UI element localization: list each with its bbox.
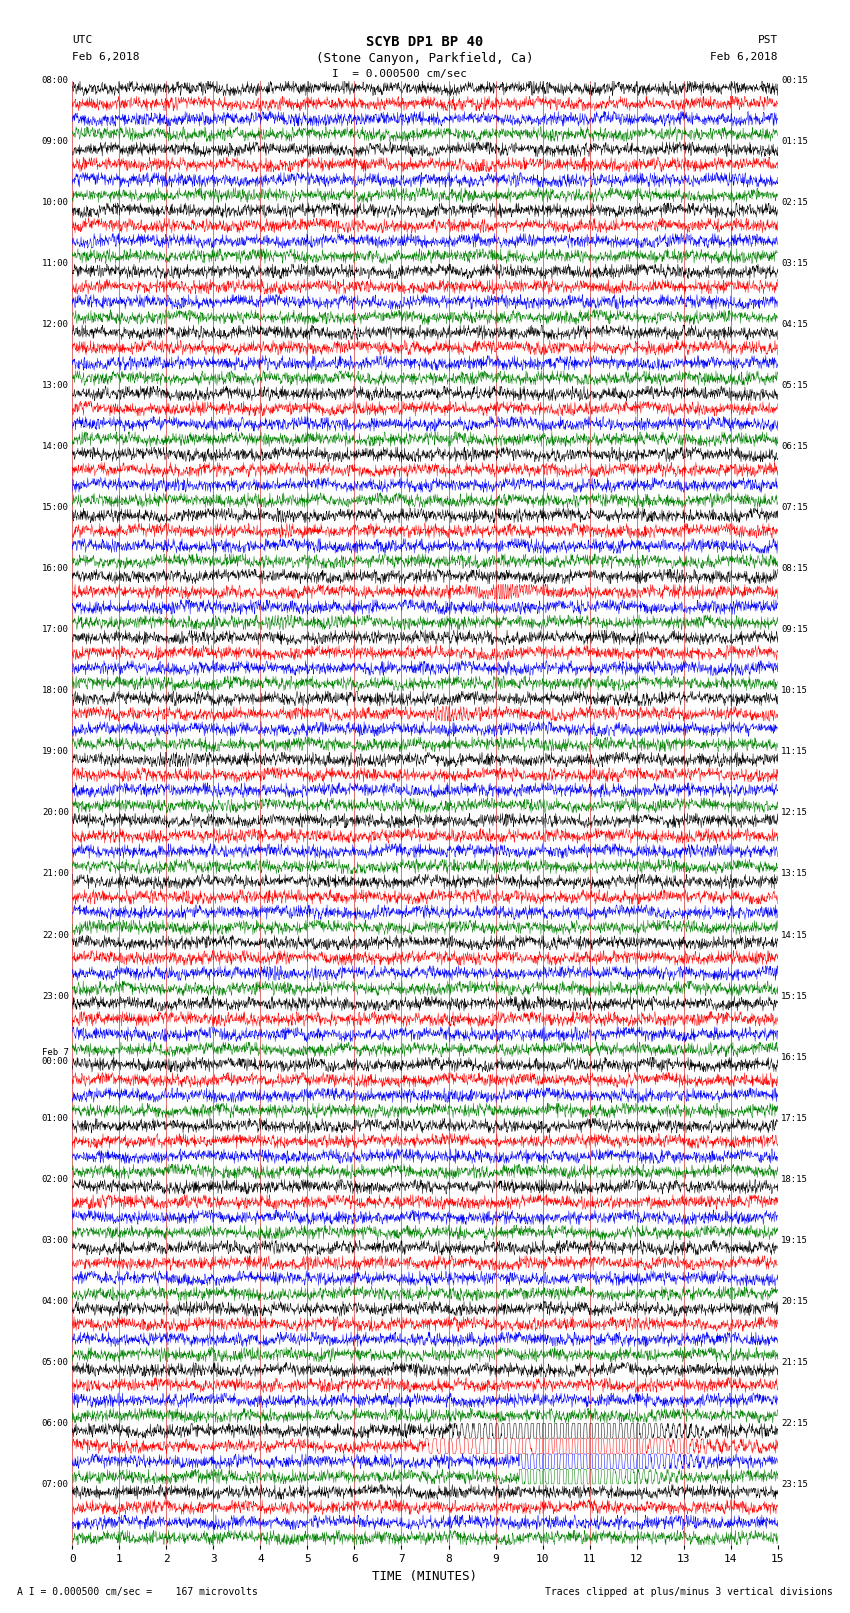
Text: 09:00: 09:00: [42, 137, 69, 147]
Text: 18:15: 18:15: [781, 1174, 808, 1184]
Text: 14:15: 14:15: [781, 931, 808, 939]
Text: Feb 6,2018: Feb 6,2018: [72, 52, 139, 61]
Text: 19:00: 19:00: [42, 747, 69, 756]
Text: 01:00: 01:00: [42, 1113, 69, 1123]
Text: 12:15: 12:15: [781, 808, 808, 818]
Text: 16:15: 16:15: [781, 1053, 808, 1061]
Text: 16:00: 16:00: [42, 565, 69, 573]
X-axis label: TIME (MINUTES): TIME (MINUTES): [372, 1569, 478, 1582]
Text: 03:15: 03:15: [781, 260, 808, 268]
Text: 19:15: 19:15: [781, 1236, 808, 1245]
Text: 10:15: 10:15: [781, 687, 808, 695]
Text: 13:00: 13:00: [42, 381, 69, 390]
Text: 06:15: 06:15: [781, 442, 808, 452]
Text: 12:00: 12:00: [42, 321, 69, 329]
Text: 10:00: 10:00: [42, 198, 69, 206]
Text: 14:00: 14:00: [42, 442, 69, 452]
Text: 21:00: 21:00: [42, 869, 69, 879]
Text: Feb 6,2018: Feb 6,2018: [711, 52, 778, 61]
Text: 11:15: 11:15: [781, 747, 808, 756]
Text: 09:15: 09:15: [781, 626, 808, 634]
Text: 05:00: 05:00: [42, 1358, 69, 1366]
Text: 08:15: 08:15: [781, 565, 808, 573]
Text: (Stone Canyon, Parkfield, Ca): (Stone Canyon, Parkfield, Ca): [316, 52, 534, 65]
Text: 06:00: 06:00: [42, 1419, 69, 1428]
Text: 23:15: 23:15: [781, 1479, 808, 1489]
Text: 01:15: 01:15: [781, 137, 808, 147]
Text: 00:15: 00:15: [781, 76, 808, 85]
Text: UTC: UTC: [72, 35, 93, 45]
Text: A I = 0.000500 cm/sec =    167 microvolts: A I = 0.000500 cm/sec = 167 microvolts: [17, 1587, 258, 1597]
Text: 07:15: 07:15: [781, 503, 808, 513]
Text: SCYB DP1 BP 40: SCYB DP1 BP 40: [366, 35, 484, 50]
Text: Feb 7: Feb 7: [42, 1048, 69, 1057]
Text: 22:15: 22:15: [781, 1419, 808, 1428]
Text: PST: PST: [757, 35, 778, 45]
Text: 02:00: 02:00: [42, 1174, 69, 1184]
Text: 08:00: 08:00: [42, 76, 69, 85]
Text: I  = 0.000500 cm/sec: I = 0.000500 cm/sec: [332, 69, 467, 79]
Text: 02:15: 02:15: [781, 198, 808, 206]
Text: 15:15: 15:15: [781, 992, 808, 1000]
Text: 11:00: 11:00: [42, 260, 69, 268]
Text: 15:00: 15:00: [42, 503, 69, 513]
Text: 04:15: 04:15: [781, 321, 808, 329]
Text: 20:00: 20:00: [42, 808, 69, 818]
Text: 20:15: 20:15: [781, 1297, 808, 1305]
Text: 23:00: 23:00: [42, 992, 69, 1000]
Text: Traces clipped at plus/minus 3 vertical divisions: Traces clipped at plus/minus 3 vertical …: [545, 1587, 833, 1597]
Text: 21:15: 21:15: [781, 1358, 808, 1366]
Text: 13:15: 13:15: [781, 869, 808, 879]
Text: 17:00: 17:00: [42, 626, 69, 634]
Text: 18:00: 18:00: [42, 687, 69, 695]
Text: 05:15: 05:15: [781, 381, 808, 390]
Text: 04:00: 04:00: [42, 1297, 69, 1305]
Text: 07:00: 07:00: [42, 1479, 69, 1489]
Text: 00:00: 00:00: [42, 1057, 69, 1066]
Text: 03:00: 03:00: [42, 1236, 69, 1245]
Text: 22:00: 22:00: [42, 931, 69, 939]
Text: 17:15: 17:15: [781, 1113, 808, 1123]
